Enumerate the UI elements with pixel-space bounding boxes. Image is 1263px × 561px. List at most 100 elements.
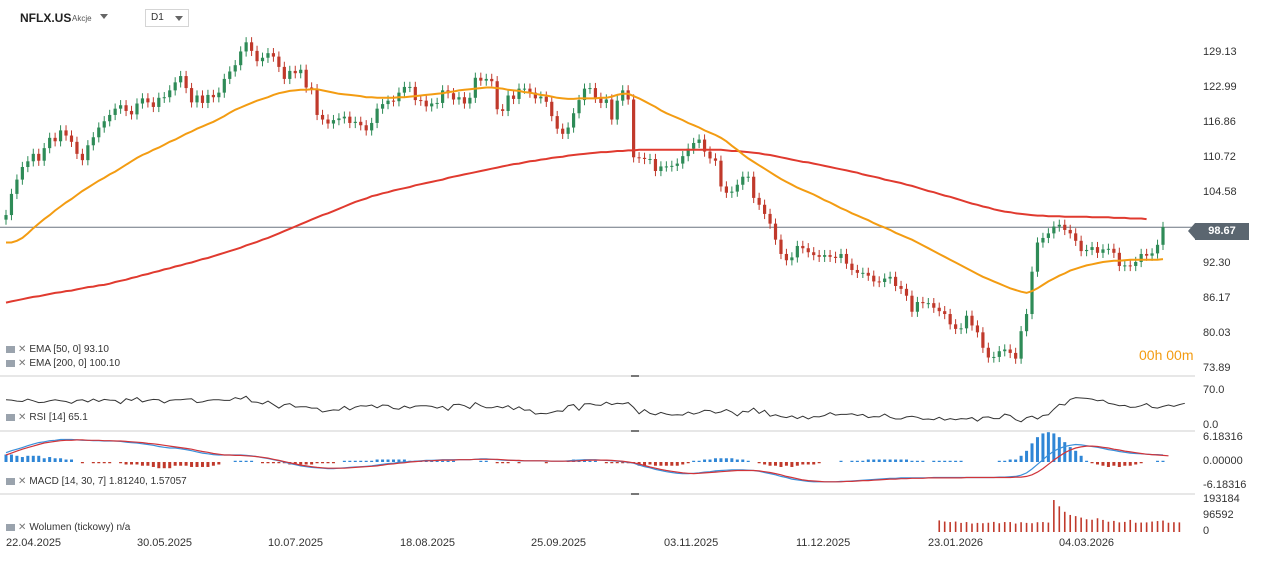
- panel-resize-handle: [631, 375, 639, 377]
- macd-histogram-bar: [1156, 460, 1160, 462]
- symbol-selector[interactable]: NFLX.US: [20, 11, 72, 25]
- macd-histogram-bar: [506, 462, 510, 464]
- macd-histogram-bar: [331, 462, 335, 464]
- candle: [380, 104, 385, 109]
- legend-rsi[interactable]: ✕ RSI [14] 65.1: [6, 412, 88, 423]
- macd-histogram-bar: [817, 462, 821, 464]
- macd-histogram-bar: [108, 462, 112, 464]
- macd-histogram-bar: [64, 459, 68, 462]
- close-icon[interactable]: ✕: [18, 412, 27, 423]
- legend-macd[interactable]: ✕ MACD [14, 30, 7] 1.81240, 1.57057: [6, 476, 187, 487]
- volume-bar: [1162, 520, 1164, 532]
- candle: [588, 88, 592, 90]
- date-tick-label: 30.05.2025: [137, 537, 193, 549]
- macd-histogram-bar: [850, 460, 854, 462]
- macd-histogram-bar: [1014, 459, 1018, 462]
- candle: [752, 176, 756, 198]
- candle: [391, 100, 396, 102]
- candle: [664, 166, 668, 168]
- macd-histogram-bar: [97, 462, 101, 464]
- settings-icon[interactable]: [6, 359, 15, 367]
- close-icon[interactable]: ✕: [18, 522, 27, 533]
- candle: [293, 70, 297, 74]
- macd-histogram-bar: [757, 462, 761, 464]
- candle: [539, 96, 543, 99]
- macd-histogram-bar: [397, 459, 401, 462]
- volume-bar: [993, 521, 995, 532]
- candle: [828, 255, 832, 257]
- macd-histogram-bar: [593, 460, 597, 462]
- close-icon[interactable]: ✕: [18, 476, 27, 487]
- candle: [632, 99, 636, 158]
- symbol-dropdown-icon[interactable]: [100, 14, 108, 19]
- candle: [571, 113, 576, 128]
- volume-bar: [1053, 500, 1055, 532]
- settings-icon[interactable]: [6, 523, 15, 531]
- candle: [768, 213, 772, 224]
- macd-histogram-bar: [784, 462, 788, 466]
- volume-bar: [1085, 519, 1088, 532]
- candle: [200, 95, 205, 103]
- price-tick-label: 122.99: [1203, 81, 1237, 94]
- candle: [75, 141, 79, 154]
- volume-bar: [954, 521, 957, 532]
- close-icon[interactable]: ✕: [18, 358, 27, 369]
- volume-bar: [1003, 522, 1006, 532]
- candle: [681, 156, 685, 164]
- candle: [659, 166, 663, 172]
- macd-histogram-bar: [1030, 443, 1034, 462]
- volume-bar: [1009, 522, 1011, 532]
- macd-histogram-bar: [206, 462, 210, 467]
- candle: [282, 66, 286, 79]
- macd-histogram-bar: [1101, 462, 1105, 466]
- candle: [872, 275, 876, 282]
- candle: [566, 127, 570, 134]
- macd-histogram-bar: [588, 460, 592, 462]
- macd-histogram-bar: [146, 462, 150, 466]
- candle: [48, 137, 52, 149]
- macd-histogram-bar: [293, 462, 297, 465]
- macd-histogram-bar: [899, 459, 903, 462]
- candle: [315, 89, 319, 115]
- macd-histogram-bar: [1003, 460, 1007, 462]
- date-tick-label: 25.09.2025: [531, 537, 587, 549]
- price-tick-label: 116.86: [1203, 116, 1236, 129]
- macd-histogram-bar: [495, 462, 499, 464]
- macd-histogram-bar: [1123, 462, 1127, 466]
- macd-histogram-bar: [391, 459, 395, 462]
- candle: [331, 120, 336, 124]
- macd-histogram-bar: [861, 460, 865, 462]
- legend-ema200[interactable]: ✕ EMA [200, 0] 100.10: [6, 358, 120, 369]
- legend-rsi-text: RSI [14] 65.1: [29, 412, 88, 423]
- settings-icon[interactable]: [6, 477, 15, 485]
- candle: [817, 255, 821, 257]
- volume-bar: [1156, 521, 1159, 532]
- price-tick-label: 86.17: [1203, 291, 1231, 304]
- timeframe-select[interactable]: D1: [145, 9, 189, 27]
- candle: [37, 153, 41, 161]
- legend-volume[interactable]: ✕ Wolumen (tickowy) n/a: [6, 522, 130, 533]
- candle: [708, 151, 712, 159]
- close-icon[interactable]: ✕: [18, 344, 27, 355]
- candle: [713, 158, 718, 161]
- settings-icon[interactable]: [6, 413, 15, 421]
- candle: [441, 90, 445, 103]
- candle: [1079, 240, 1083, 252]
- volume-bar: [987, 522, 990, 532]
- candle: [544, 96, 548, 102]
- macd-histogram-bar: [697, 460, 701, 462]
- macd-histogram-bar: [774, 462, 778, 466]
- candle: [561, 128, 565, 134]
- legend-ema50[interactable]: ✕ EMA [50, 0] 93.10: [6, 344, 109, 355]
- candle: [359, 121, 363, 126]
- candle: [904, 288, 909, 296]
- macd-histogram-bar: [124, 462, 128, 465]
- candle: [353, 121, 357, 123]
- candle: [179, 76, 183, 83]
- macd-histogram-bar: [653, 462, 657, 466]
- candle: [162, 97, 166, 99]
- volume-bars: [938, 500, 1181, 532]
- candle: [1134, 261, 1138, 266]
- settings-icon[interactable]: [6, 345, 15, 353]
